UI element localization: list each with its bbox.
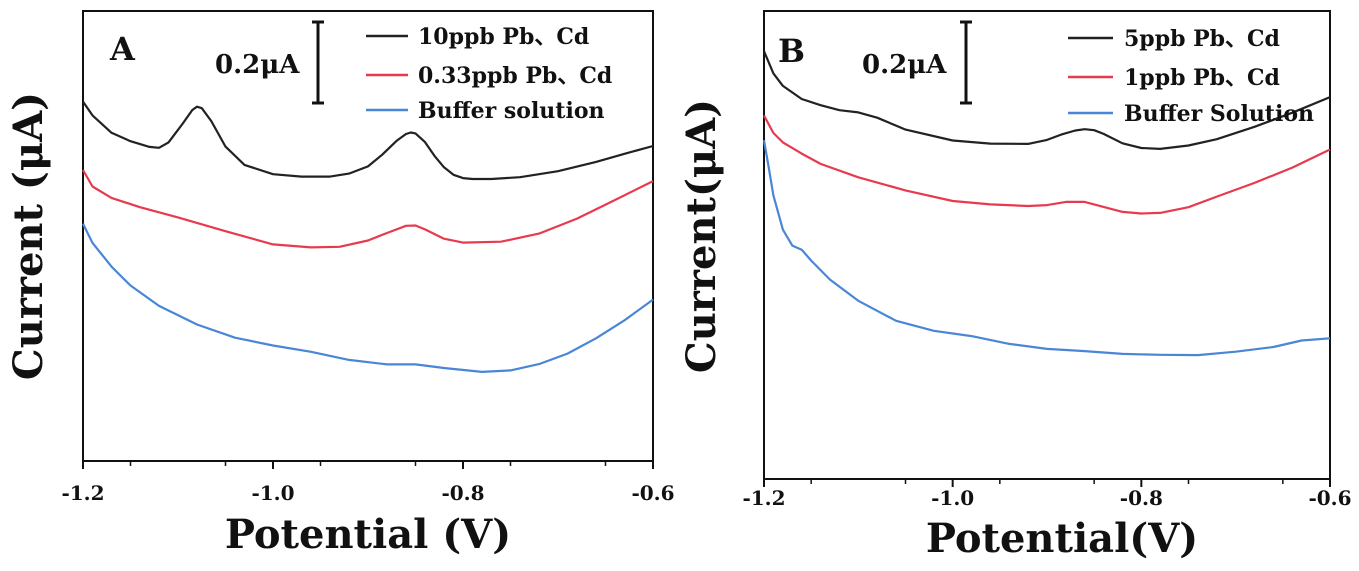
series-line-3 xyxy=(762,140,1331,357)
legend-entry: 1ppb Pb、Cd xyxy=(1124,65,1280,91)
x-tick-label: -1.2 xyxy=(61,481,104,505)
x-tick-label: -1.0 xyxy=(931,486,974,510)
series-line-1 xyxy=(82,100,654,181)
x-tick-label: -1.2 xyxy=(742,486,785,510)
series-line-1 xyxy=(762,50,1331,150)
plot-frame xyxy=(763,10,1331,480)
plot-frame xyxy=(82,10,654,462)
legend-entry: Buffer solution xyxy=(418,98,605,124)
panel-letter: A xyxy=(109,30,136,68)
x-tick-label: -0.6 xyxy=(1308,486,1351,510)
legend: 10ppb Pb、Cd 0.33ppb Pb、Cd Buffer solution xyxy=(366,24,612,124)
scale-bar-label: 0.2μA xyxy=(862,50,947,80)
x-axis-title: Potential (V) xyxy=(225,511,511,558)
x-tick-label: -0.8 xyxy=(1120,486,1163,510)
legend: 5ppb Pb、Cd 1ppb Pb、Cd Buffer Solution xyxy=(1068,26,1314,127)
y-axis-title: Current(μA) xyxy=(678,99,725,373)
x-tick-label: -0.8 xyxy=(441,481,484,505)
legend-entry: Buffer Solution xyxy=(1124,101,1314,127)
panel-letter: B xyxy=(778,32,805,70)
series-line-2 xyxy=(82,169,654,249)
x-axis-title: Potential(V) xyxy=(926,515,1198,562)
series-line-3 xyxy=(82,223,654,373)
legend-entry: 10ppb Pb、Cd xyxy=(418,24,589,50)
series-line-2 xyxy=(763,114,1331,215)
panel-a: -1.2 -1.0 -0.8 -0.6 A 0.2μA 10ppb Pb、Cd 0.33ppb… xyxy=(5,10,675,558)
scale-bar-label: 0.2μA xyxy=(215,50,300,80)
y-axis-title: Current (μA) xyxy=(5,92,52,380)
legend-entry: 0.33ppb Pb、Cd xyxy=(418,63,612,89)
x-tick-label: -1.0 xyxy=(251,481,294,505)
x-tick-label: -0.6 xyxy=(631,481,674,505)
legend-entry: 5ppb Pb、Cd xyxy=(1124,26,1280,52)
panel-b: -1.2 -1.0 -0.8 -0.6 B 0.2μA 5ppb Pb、Cd 1ppb Pb、… xyxy=(678,10,1352,562)
